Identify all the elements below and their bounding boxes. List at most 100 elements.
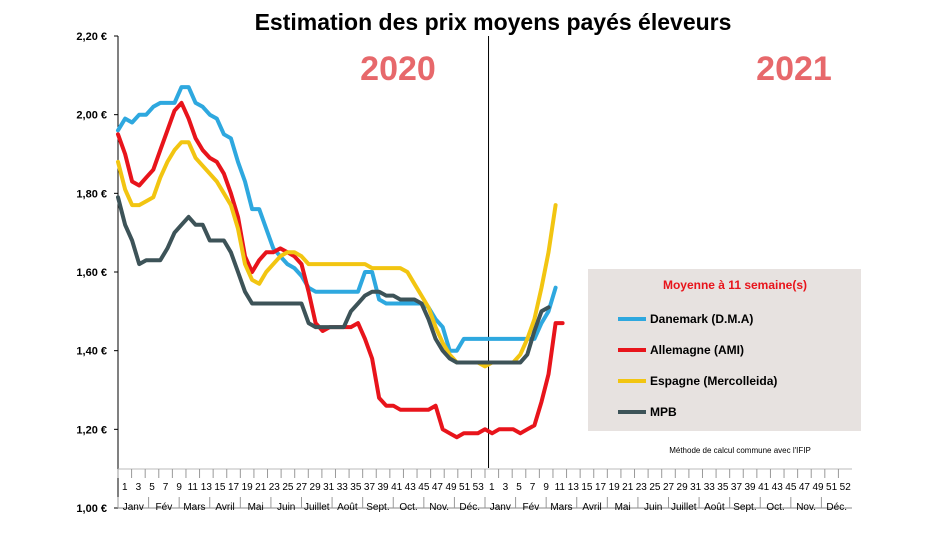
month-tick-label: Nov. bbox=[429, 502, 449, 513]
week-tick-label: 33 bbox=[337, 482, 349, 493]
week-tick-label: 13 bbox=[201, 482, 213, 493]
week-tick-label: 11 bbox=[188, 482, 199, 493]
month-tick-label: Juillet bbox=[671, 502, 697, 513]
week-tick-label: 41 bbox=[758, 482, 770, 493]
week-tick-label: 13 bbox=[568, 482, 580, 493]
week-tick-label: 45 bbox=[785, 482, 797, 493]
year-label-2021: 2021 bbox=[756, 50, 832, 88]
month-tick-label: Oct. bbox=[399, 502, 417, 513]
chart-title: Estimation des prix moyens payés éleveur… bbox=[255, 9, 732, 35]
week-tick-label: 9 bbox=[543, 482, 549, 493]
legend-title: Moyenne à 11 semaine(s) bbox=[663, 278, 807, 292]
series-line-4 bbox=[116, 195, 551, 365]
series-line-2 bbox=[116, 100, 565, 440]
week-tick-label: 53 bbox=[473, 482, 485, 493]
week-tick-label: 39 bbox=[744, 482, 756, 493]
week-tick-label: 3 bbox=[503, 482, 509, 493]
week-tick-label: 17 bbox=[228, 482, 240, 493]
week-tick-label: 19 bbox=[609, 482, 621, 493]
month-tick-label: Sept. bbox=[366, 502, 389, 513]
legend-label: Espagne (Mercolleida) bbox=[650, 374, 777, 388]
week-tick-label: 3 bbox=[136, 482, 142, 493]
month-tick-label: Juin bbox=[277, 502, 295, 513]
month-tick-label: Mars bbox=[550, 502, 572, 513]
week-tick-label: 5 bbox=[149, 482, 155, 493]
week-tick-label: 37 bbox=[731, 482, 743, 493]
y-tick-label: 1,40 € bbox=[76, 346, 107, 358]
month-tick-label: Janv bbox=[123, 502, 144, 513]
week-tick-label: 31 bbox=[690, 482, 702, 493]
y-tick-label: 2,20 € bbox=[76, 31, 107, 43]
week-tick-label: 51 bbox=[459, 482, 471, 493]
week-tick-label: 43 bbox=[772, 482, 784, 493]
week-tick-label: 25 bbox=[282, 482, 294, 493]
month-tick-label: Juillet bbox=[304, 502, 330, 513]
month-tick-label: Déc. bbox=[459, 502, 480, 513]
week-tick-label: 35 bbox=[717, 482, 729, 493]
week-tick-label: 15 bbox=[581, 482, 593, 493]
week-tick-label: 29 bbox=[310, 482, 322, 493]
week-tick-label: 27 bbox=[296, 482, 308, 493]
week-tick-label: 47 bbox=[799, 482, 811, 493]
y-axis-ticks: 1,00 € 1,20 € 1,40 € 1,60 € 1,80 € 2,00 € 2,20… bbox=[76, 31, 118, 515]
week-tick-label: 11 bbox=[555, 482, 566, 493]
y-tick-label: 1,20 € bbox=[76, 424, 107, 436]
week-tick-label: 1 bbox=[489, 482, 495, 493]
week-tick-label: 33 bbox=[704, 482, 716, 493]
month-tick-label: Août bbox=[337, 502, 358, 513]
week-tick-label: 39 bbox=[377, 482, 389, 493]
series-line-3 bbox=[116, 140, 558, 369]
month-tick-label: Mai bbox=[615, 502, 631, 513]
week-tick-label: 21 bbox=[255, 482, 267, 493]
week-tick-label: 47 bbox=[432, 482, 444, 493]
month-tick-label: Août bbox=[704, 502, 725, 513]
series-line-1 bbox=[116, 85, 558, 353]
week-tick-label: 51 bbox=[826, 482, 838, 493]
week-tick-label: 23 bbox=[636, 482, 648, 493]
week-tick-label: 9 bbox=[176, 482, 182, 493]
week-tick-label: 21 bbox=[622, 482, 634, 493]
week-tick-label: 45 bbox=[418, 482, 430, 493]
method-note: Méthode de calcul commune avec l'IFIP bbox=[669, 446, 811, 455]
week-tick-label: 49 bbox=[445, 482, 457, 493]
series-lines bbox=[116, 85, 565, 440]
month-tick-label: Avril bbox=[582, 502, 601, 513]
week-tick-label: 29 bbox=[677, 482, 689, 493]
month-tick-label: Fév bbox=[156, 502, 173, 513]
y-tick-label: 1,60 € bbox=[76, 267, 107, 279]
y-tick-label: 1,80 € bbox=[76, 188, 107, 200]
y-tick-label: 1,00 € bbox=[76, 503, 107, 515]
month-tick-label: Nov. bbox=[796, 502, 816, 513]
week-tick-label: 43 bbox=[405, 482, 417, 493]
legend-label: Danemark (D.M.A) bbox=[650, 312, 753, 326]
week-tick-label: 19 bbox=[242, 482, 254, 493]
week-tick-label: 31 bbox=[323, 482, 335, 493]
week-tick-label: 5 bbox=[516, 482, 522, 493]
month-tick-label: Mai bbox=[248, 502, 264, 513]
week-tick-label: 37 bbox=[364, 482, 376, 493]
week-tick-label: 17 bbox=[595, 482, 607, 493]
week-tick-label: 49 bbox=[812, 482, 824, 493]
week-tick-label: 1 bbox=[122, 482, 128, 493]
week-tick-label: 23 bbox=[269, 482, 281, 493]
month-tick-label: Juin bbox=[644, 502, 662, 513]
week-tick-label: 15 bbox=[214, 482, 226, 493]
week-tick-label: 52 bbox=[840, 482, 852, 493]
month-tick-label: Sept. bbox=[733, 502, 756, 513]
legend-label: MPB bbox=[650, 405, 677, 419]
month-tick-label: Mars bbox=[183, 502, 205, 513]
x-axis-month-ticks: Janv Fév Mars Avril Mai Juin Juillet Août Sept. O… bbox=[117, 497, 847, 513]
week-tick-label: 41 bbox=[391, 482, 403, 493]
legend: Danemark (D.M.A) Allemagne (AMI) Espagne (… bbox=[618, 312, 777, 419]
month-tick-label: Janv bbox=[490, 502, 511, 513]
month-tick-label: Oct. bbox=[766, 502, 784, 513]
month-tick-label: Fév bbox=[523, 502, 540, 513]
week-tick-label: 35 bbox=[350, 482, 362, 493]
week-tick-label: 7 bbox=[163, 482, 169, 493]
month-tick-label: Déc. bbox=[826, 502, 847, 513]
week-tick-label: 25 bbox=[649, 482, 661, 493]
week-tick-label: 7 bbox=[530, 482, 536, 493]
x-axis-week-ticks: 1 3 5 7 9 11 13 15 17 19 21 23 25 27 29 31 33 35 37 39 41 43 4… bbox=[117, 469, 852, 493]
legend-label: Allemagne (AMI) bbox=[650, 343, 744, 357]
